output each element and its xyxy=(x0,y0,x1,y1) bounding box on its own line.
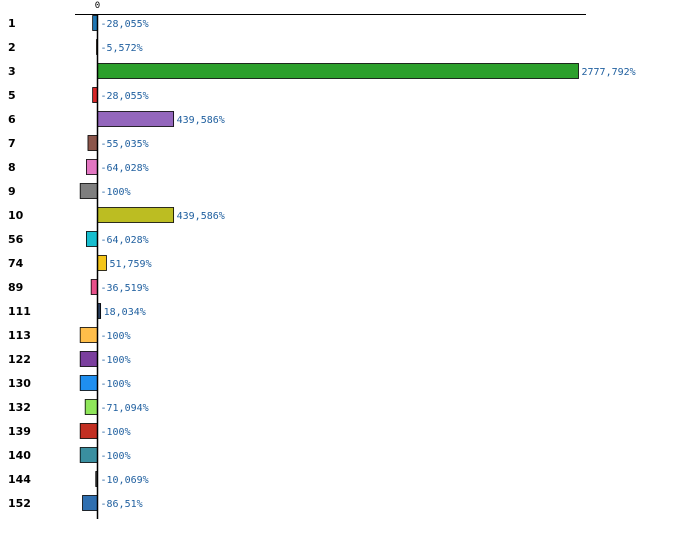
bar-89 xyxy=(90,279,98,295)
category-label-139: 139 xyxy=(8,425,31,438)
value-label-132: -71,094% xyxy=(101,403,149,414)
category-label-1: 1 xyxy=(8,17,16,30)
bars-group xyxy=(79,15,579,511)
value-label-3: 2777,792% xyxy=(582,67,636,78)
value-label-130: -100% xyxy=(101,379,131,390)
value-label-113: -100% xyxy=(101,331,131,342)
category-label-140: 140 xyxy=(8,449,31,462)
x-axis-tick-label: 0 xyxy=(95,1,100,11)
category-label-113: 113 xyxy=(8,329,31,342)
category-label-6: 6 xyxy=(8,113,16,126)
bar-152 xyxy=(82,495,98,511)
value-label-6: 439,586% xyxy=(177,115,225,126)
value-label-111: 18,034% xyxy=(104,307,146,318)
category-label-5: 5 xyxy=(8,89,16,102)
bar-9 xyxy=(79,183,98,199)
value-label-122: -100% xyxy=(101,355,131,366)
category-labels-group: 1235678910567489111113122130132139140144… xyxy=(8,17,31,510)
value-label-8: -64,028% xyxy=(101,163,149,174)
bar-3 xyxy=(97,63,579,79)
category-label-132: 132 xyxy=(8,401,31,414)
value-label-7: -55,035% xyxy=(101,139,149,150)
category-label-9: 9 xyxy=(8,185,16,198)
value-label-89: -36,519% xyxy=(101,283,149,294)
value-label-56: -64,028% xyxy=(101,235,149,246)
category-label-10: 10 xyxy=(8,209,24,222)
category-label-74: 74 xyxy=(8,257,24,270)
bar-7 xyxy=(87,135,98,151)
value-label-139: -100% xyxy=(101,427,131,438)
category-label-130: 130 xyxy=(8,377,31,390)
value-label-74: 51,759% xyxy=(109,259,151,270)
value-label-144: -10,069% xyxy=(101,475,149,486)
bar-139 xyxy=(79,423,98,439)
value-label-140: -100% xyxy=(101,451,131,462)
category-label-152: 152 xyxy=(8,497,31,510)
bar-8 xyxy=(86,159,98,175)
category-label-7: 7 xyxy=(8,137,16,150)
bar-122 xyxy=(79,351,98,367)
bar-113 xyxy=(79,327,98,343)
bar-132 xyxy=(84,399,98,415)
value-label-152: -86,51% xyxy=(101,499,143,510)
category-label-122: 122 xyxy=(8,353,31,366)
value-label-9: -100% xyxy=(101,187,131,198)
value-label-2: -5,572% xyxy=(101,43,143,54)
category-label-89: 89 xyxy=(8,281,23,294)
category-label-111: 111 xyxy=(8,305,31,318)
category-label-2: 2 xyxy=(8,41,16,54)
category-label-3: 3 xyxy=(8,65,16,78)
bar-140 xyxy=(79,447,98,463)
value-label-5: -28,055% xyxy=(101,91,149,102)
bar-10 xyxy=(97,207,175,223)
value-labels-group: -28,055% -5,572% 2777,792% -28,055% 439,586%… xyxy=(101,19,636,510)
category-label-144: 144 xyxy=(8,473,31,486)
bar-6 xyxy=(97,111,175,127)
bar-74 xyxy=(97,255,107,271)
bar-56 xyxy=(86,231,98,247)
value-label-10: 439,586% xyxy=(177,211,225,222)
category-label-8: 8 xyxy=(8,161,16,174)
category-label-56: 56 xyxy=(8,233,24,246)
bar-130 xyxy=(79,375,98,391)
value-label-1: -28,055% xyxy=(101,19,149,30)
